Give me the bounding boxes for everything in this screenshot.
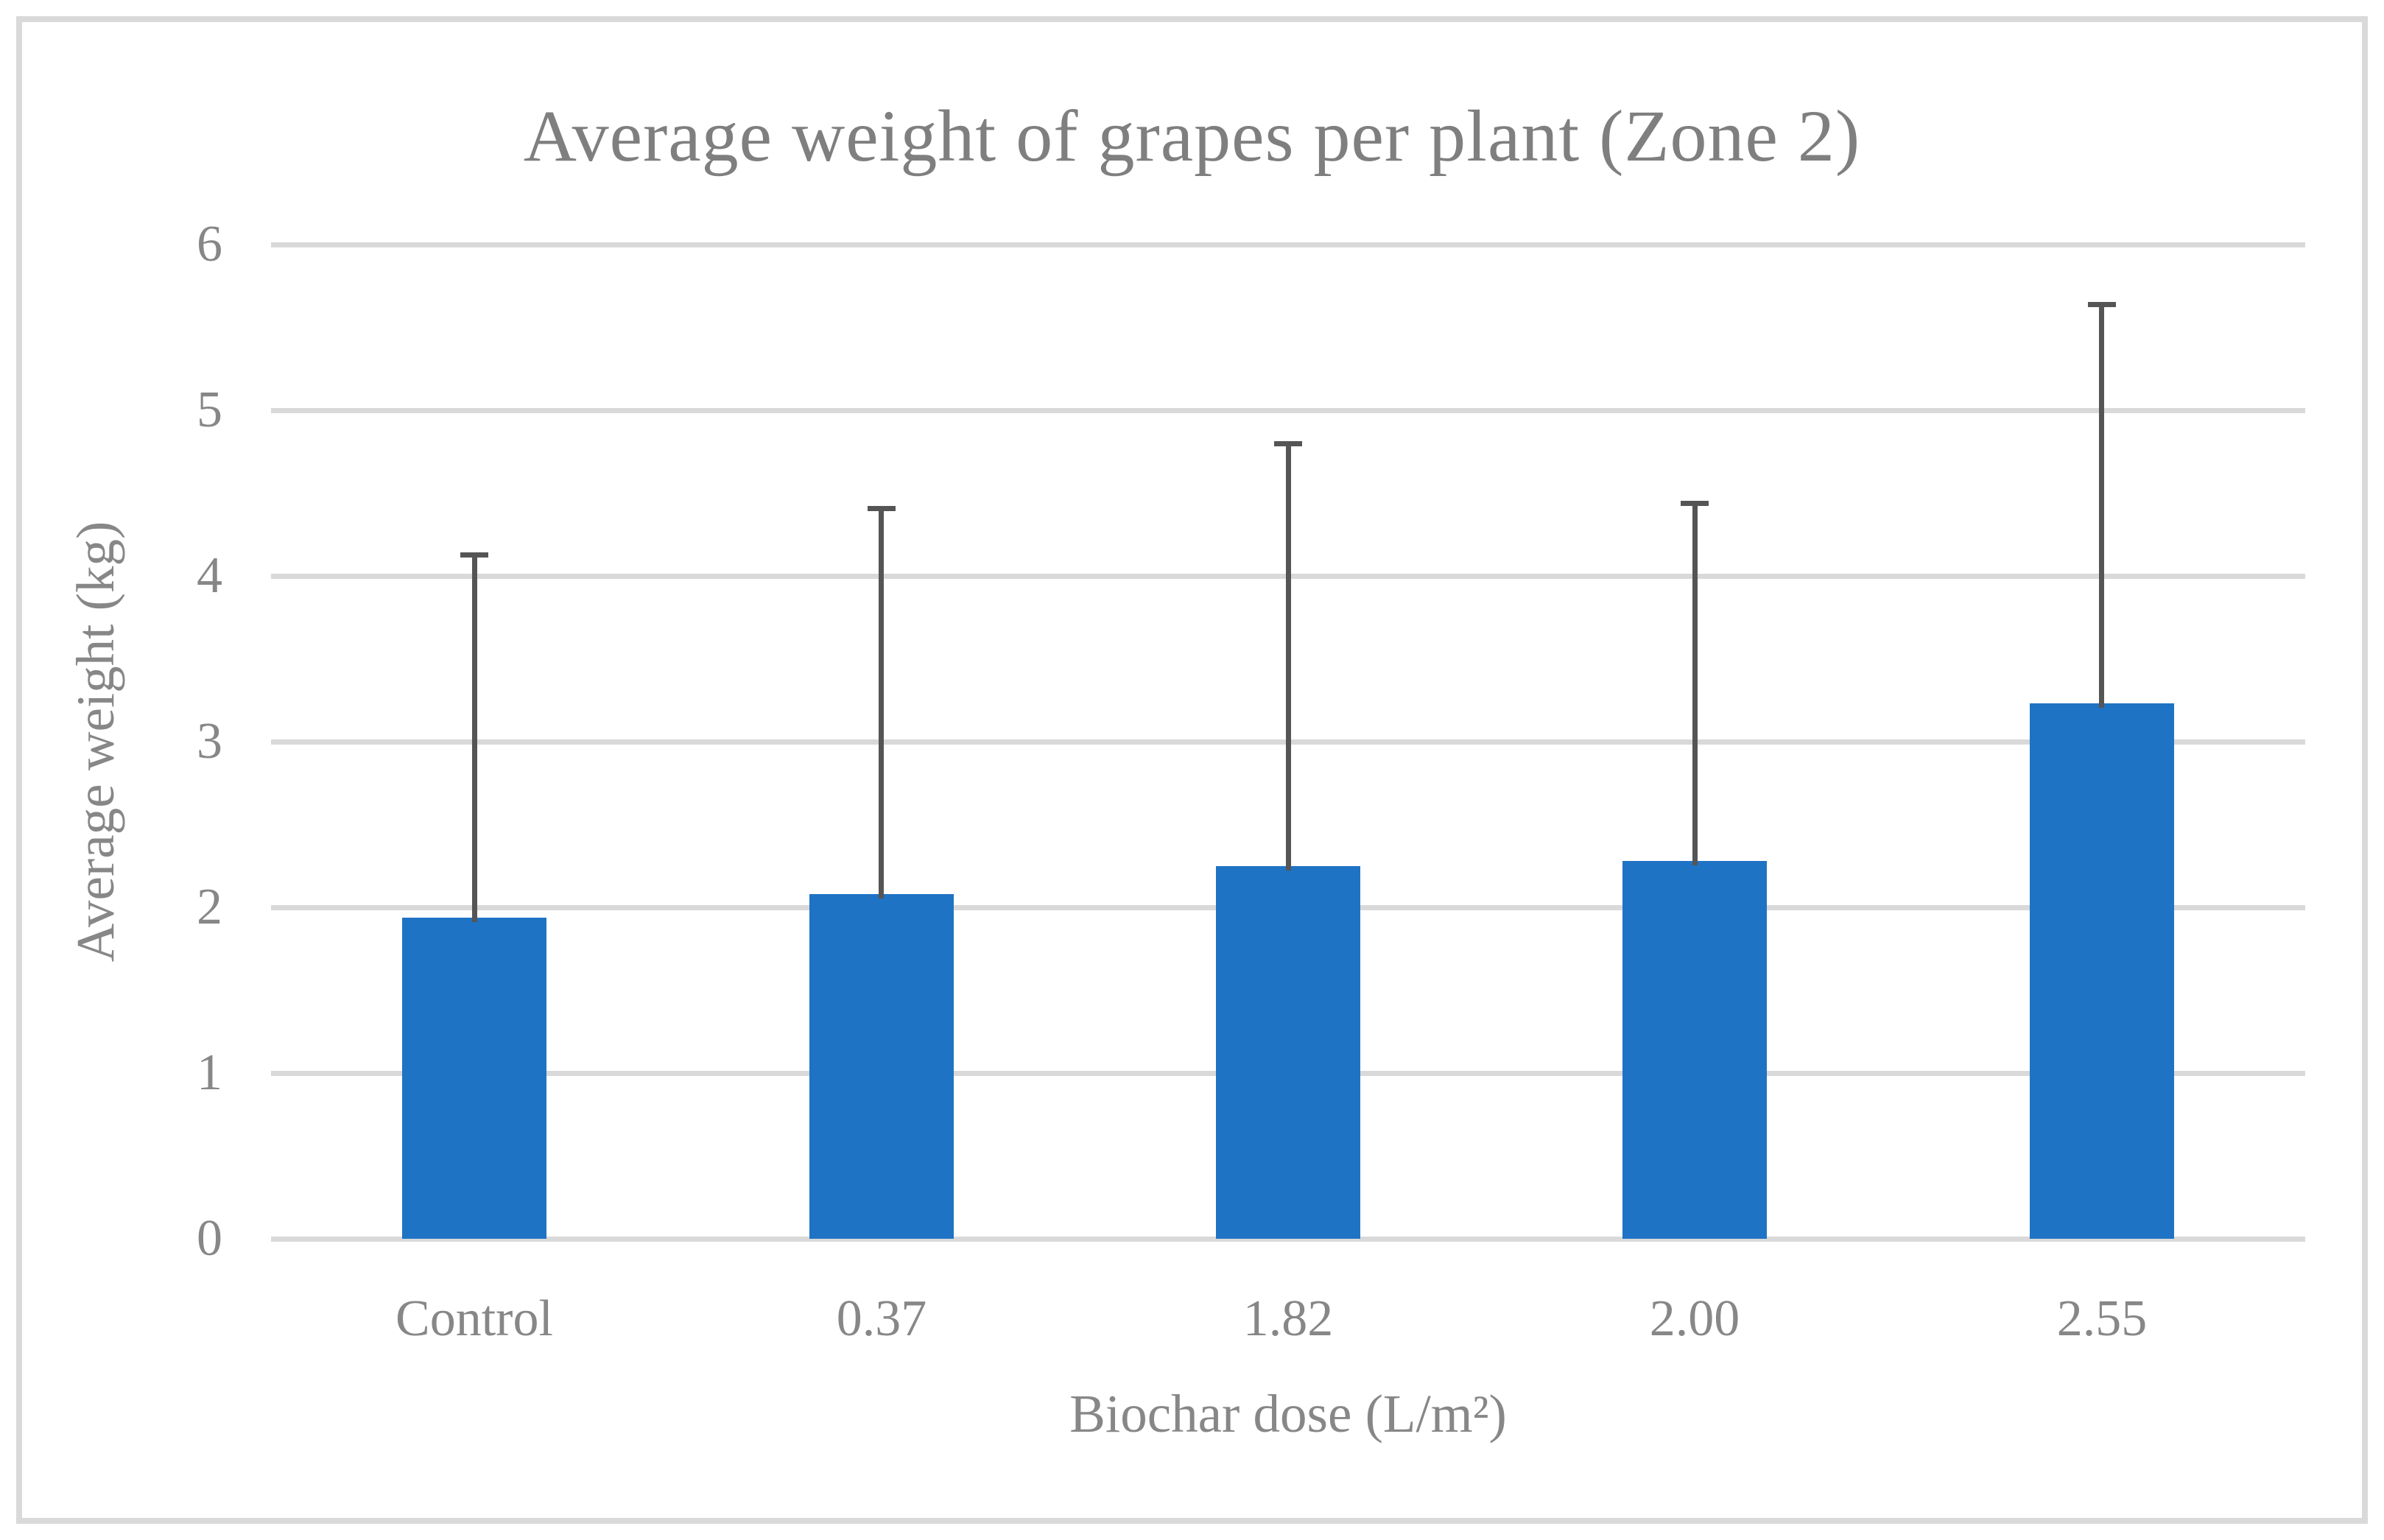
x-axis-title: Biochar dose (L/m²) xyxy=(1069,1384,1507,1444)
gridline xyxy=(271,242,2305,247)
error-bar xyxy=(472,554,477,922)
error-cap xyxy=(2088,302,2116,307)
error-bar xyxy=(879,507,884,899)
error-bar xyxy=(1692,503,1698,865)
error-cap xyxy=(868,505,896,511)
bar xyxy=(1216,865,1360,1239)
y-tick-label: 5 xyxy=(197,382,222,438)
chart-title: Average weight of grapes per plant (Zone… xyxy=(523,95,1861,177)
error-cap xyxy=(1681,501,1709,506)
bar xyxy=(2030,703,2174,1239)
y-tick-label: 3 xyxy=(197,713,222,770)
gridline xyxy=(271,1237,2305,1242)
y-axis-title: Average weight (kg) xyxy=(66,521,125,963)
bar xyxy=(402,917,546,1239)
x-category-label: 1.82 xyxy=(1242,1290,1334,1347)
error-cap xyxy=(1274,441,1302,446)
y-tick-label: 4 xyxy=(197,547,222,604)
error-bar xyxy=(2099,304,2104,709)
x-category-label: Control xyxy=(395,1290,553,1347)
x-category-label: 2.55 xyxy=(2056,1290,2148,1347)
y-tick-label: 6 xyxy=(197,216,222,273)
error-cap xyxy=(460,552,488,558)
y-tick-label: 0 xyxy=(197,1210,222,1267)
bar xyxy=(809,894,954,1239)
x-category-label: 2.00 xyxy=(1649,1290,1740,1347)
chart-border xyxy=(16,16,2368,1524)
y-tick-label: 2 xyxy=(197,879,222,935)
gridline xyxy=(271,408,2305,413)
y-tick-label: 1 xyxy=(197,1044,222,1101)
error-bar xyxy=(1286,443,1291,871)
x-category-label: 0.37 xyxy=(836,1290,927,1347)
bar xyxy=(1622,861,1767,1239)
